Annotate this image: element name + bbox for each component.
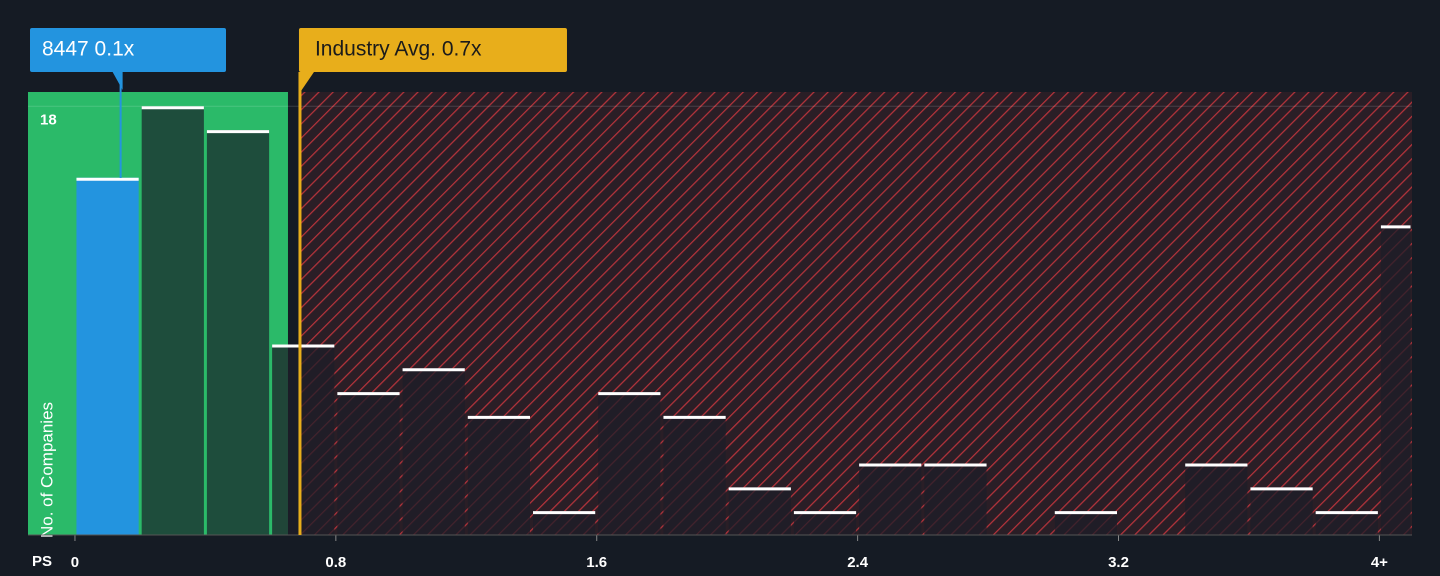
x-tick-label: 0.8 bbox=[325, 554, 346, 571]
x-tick-label: 0 bbox=[71, 554, 79, 571]
x-tick-label: 3.2 bbox=[1108, 554, 1129, 571]
y-axis-label: No. of Companies bbox=[37, 402, 56, 538]
bar bbox=[663, 415, 726, 535]
bar bbox=[924, 463, 987, 535]
x-tick-label: 2.4 bbox=[847, 554, 869, 571]
bar bbox=[337, 392, 400, 535]
industry-label-box bbox=[298, 28, 567, 72]
bar bbox=[141, 106, 204, 536]
company-pointer bbox=[112, 72, 123, 90]
bar bbox=[467, 415, 531, 535]
bar bbox=[728, 487, 791, 535]
bar bbox=[1380, 225, 1411, 535]
bar bbox=[272, 344, 335, 535]
bar bbox=[859, 463, 922, 535]
x-tick-label: 1.6 bbox=[586, 554, 607, 571]
industry-pointer bbox=[298, 72, 314, 94]
bar bbox=[1250, 487, 1313, 535]
company-label: 8447 0.1x bbox=[42, 38, 135, 61]
bar bbox=[1315, 511, 1378, 535]
bar bbox=[1054, 511, 1118, 535]
y-tick-label: 18 bbox=[40, 111, 57, 128]
bar bbox=[793, 511, 857, 535]
bar bbox=[533, 511, 596, 535]
x-tick-label: 4+ bbox=[1371, 554, 1388, 571]
bar bbox=[206, 130, 270, 535]
bar bbox=[1185, 463, 1248, 535]
x-axis-label: PS bbox=[32, 553, 52, 570]
bar bbox=[402, 368, 465, 535]
bar bbox=[598, 392, 661, 535]
bar bbox=[76, 177, 139, 535]
industry-label: Industry Avg. 0.7x bbox=[315, 38, 482, 61]
company-label-box bbox=[30, 28, 226, 72]
